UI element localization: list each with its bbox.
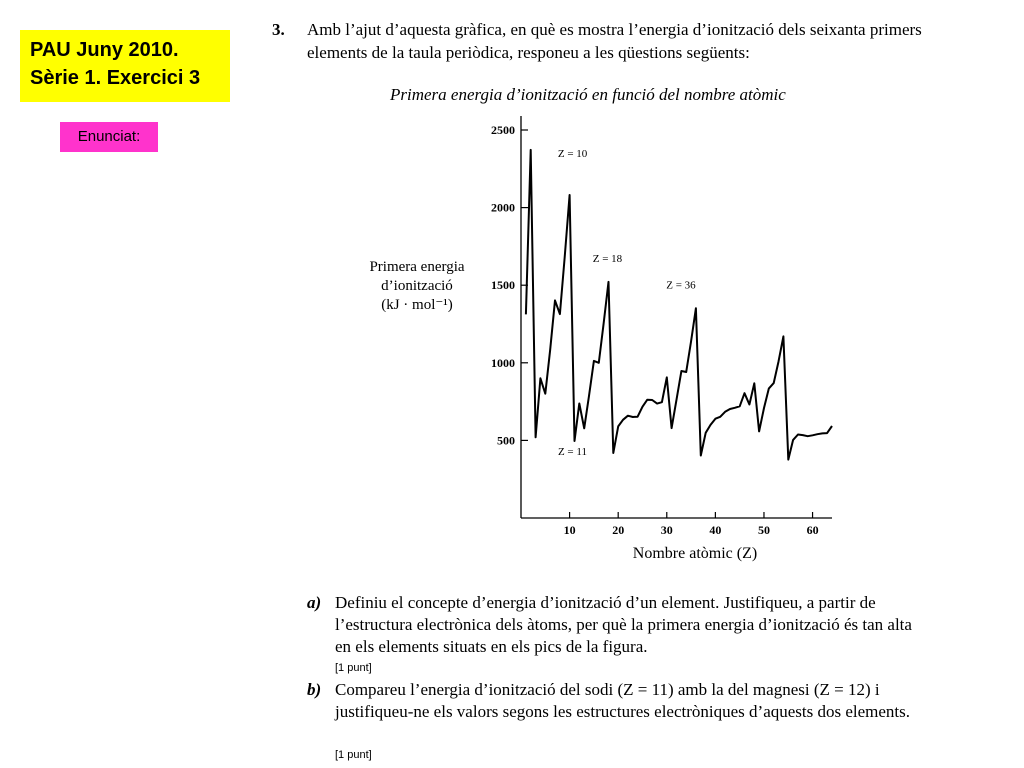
series-line: [524, 148, 833, 461]
y-axis-title-line: (kJ · mol⁻¹): [381, 297, 453, 313]
chart-title: Primera energia d’ionització en funció d…: [390, 85, 786, 104]
peak-annotation: Z = 36: [666, 279, 696, 291]
x-tick-label: 30: [661, 523, 673, 537]
y-tick-label: 2500: [491, 123, 515, 137]
part-text: Definiu el concepte d’energia d’ionitzac…: [335, 593, 912, 656]
x-tick-label: 20: [612, 523, 624, 537]
part-text: Compareu l’energia d’ionització del sodi…: [335, 680, 911, 721]
x-tick-label: 10: [564, 523, 576, 537]
statement-badge: Enunciat:: [60, 122, 158, 152]
part-label: b): [307, 680, 322, 699]
x-tick-label: 50: [758, 523, 770, 537]
exercise-title-line1: PAU Juny 2010.: [30, 39, 179, 61]
exercise-title-line2: Sèrie 1. Exercici 3: [30, 67, 201, 89]
x-axis-title: Nombre atòmic (Z): [633, 545, 757, 562]
peak-annotation: Z = 11: [558, 446, 587, 458]
x-tick-label: 40: [709, 523, 721, 537]
y-tick-label: 2000: [491, 201, 515, 215]
peak-annotation: Z = 18: [593, 253, 623, 265]
y-tick-label: 1500: [491, 278, 515, 292]
question-part-b: b) Compareu l’energia d’ionització del s…: [307, 679, 932, 723]
peak-annotation: Z = 10: [558, 148, 588, 160]
part-b-points: [1 punt]: [335, 749, 372, 761]
question-number: 3.: [272, 20, 285, 39]
question-part-a: a) Definiu el concepte d’energia d’ionit…: [307, 592, 932, 658]
y-tick-label: 1000: [491, 356, 515, 370]
x-tick-label: 60: [807, 523, 819, 537]
y-axis-title-line: Primera energia: [369, 259, 465, 275]
question-intro: Amb l’ajut d’aquesta gràfica, en què es …: [307, 20, 922, 62]
y-tick-label: 500: [497, 433, 515, 447]
y-axis-title: Primera energia d’ionització (kJ · mol⁻¹…: [350, 258, 484, 315]
part-label: a): [307, 593, 322, 612]
y-axis-title-line: d’ionització: [381, 278, 453, 294]
part-a-points: [1 punt]: [335, 662, 372, 674]
exercise-title: PAU Juny 2010. Sèrie 1. Exercici 3: [20, 30, 230, 102]
